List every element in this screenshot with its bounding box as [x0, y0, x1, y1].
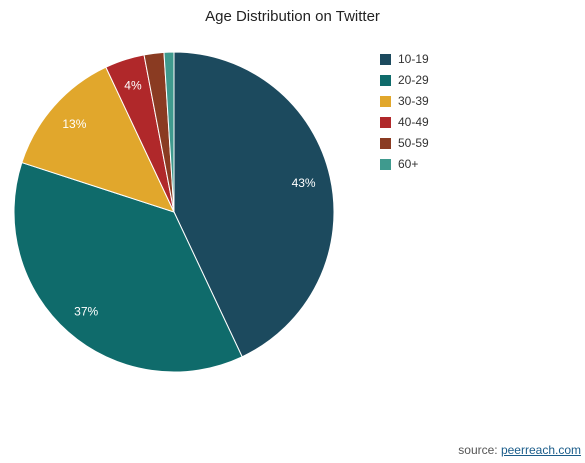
legend-swatch — [380, 95, 391, 107]
legend-swatch — [380, 74, 391, 86]
data-label-20-29: 37% — [74, 305, 98, 319]
legend-label: 30-39 — [398, 94, 429, 108]
data-label-40-49: 4% — [124, 79, 142, 93]
data-label-30-39: 13% — [62, 117, 86, 131]
legend-label: 20-29 — [398, 73, 429, 87]
pie-data-labels: 43% 37% 13% 4% — [62, 79, 316, 319]
pie-slices — [13, 51, 335, 373]
legend-label: 40-49 — [398, 115, 429, 129]
legend-item-10-19: 10-19 — [380, 51, 429, 67]
source-link[interactable]: peerreach.com — [500, 443, 581, 457]
legend-item-40-49: 40-49 — [380, 114, 429, 130]
legend-label: 60+ — [398, 157, 419, 171]
legend-item-30-39: 30-39 — [380, 93, 429, 109]
source-prefix: source: — [458, 443, 501, 457]
legend-item-20-29: 20-29 — [380, 72, 429, 88]
source-credit: source: peerreach.com — [458, 443, 581, 457]
pie-slice-30-39 — [21, 66, 175, 213]
chart-legend: 10-19 20-29 30-39 40-49 50-59 60+ — [380, 51, 429, 177]
legend-swatch — [380, 158, 391, 170]
legend-swatch — [380, 116, 391, 128]
legend-item-50-59: 50-59 — [380, 135, 429, 151]
legend-swatch — [380, 53, 391, 65]
legend-swatch — [380, 137, 391, 149]
legend-label: 50-59 — [398, 136, 429, 150]
data-label-10-19: 43% — [292, 176, 316, 190]
pie-slice-20-29 — [13, 161, 243, 373]
chart-title: Age Distribution on Twitter — [205, 8, 380, 25]
legend-item-60+: 60+ — [380, 156, 429, 172]
pie-slice-10-19 — [173, 51, 335, 358]
pie-slice-60+ — [163, 51, 175, 213]
legend-label: 10-19 — [398, 52, 429, 66]
